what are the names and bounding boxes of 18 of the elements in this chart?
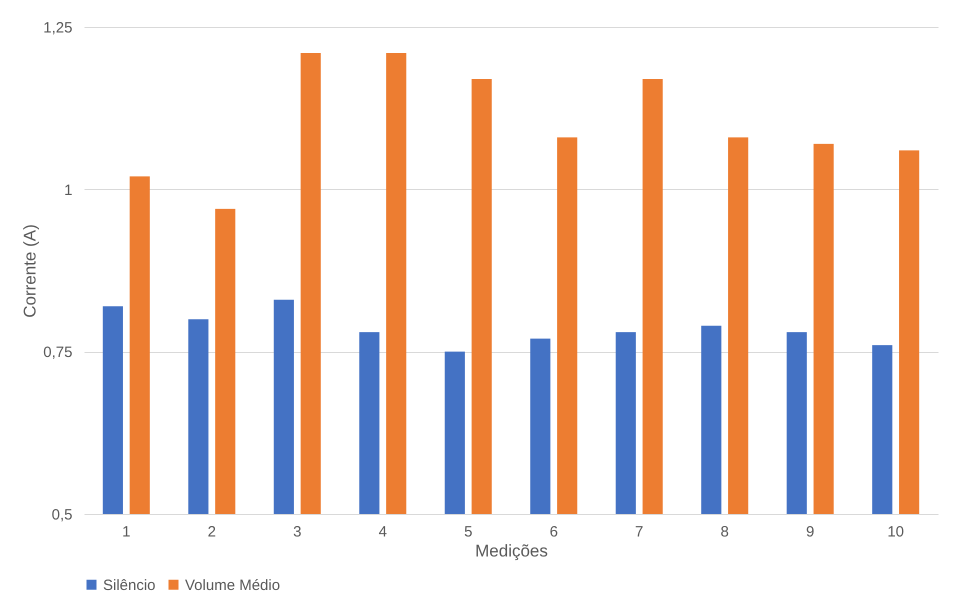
x-tick-label: 6 (550, 524, 558, 540)
x-tick-label: 5 (464, 524, 472, 540)
y-tick-label: 1 (64, 182, 72, 199)
y-tick-label: 0,75 (43, 344, 72, 362)
y-tick-label: 0,5 (52, 506, 72, 524)
x-tick-label: 2 (208, 524, 216, 540)
x-tick-label: 9 (806, 524, 814, 540)
legend-label: Silêncio (103, 576, 156, 594)
x-tick-label: 7 (635, 524, 644, 540)
y-axis-title: Corrente (A) (20, 224, 40, 318)
y-tick-label: 1,25 (43, 20, 72, 36)
x-tick-label: 4 (378, 524, 387, 540)
x-tick-label: 3 (293, 524, 302, 540)
x-tick-label: 8 (720, 524, 729, 540)
legend-label: Volume Médio (185, 576, 280, 594)
x-tick-label: 1 (122, 524, 130, 540)
x-axis-title: Medições (475, 542, 548, 560)
x-tick-label: 10 (887, 524, 904, 540)
